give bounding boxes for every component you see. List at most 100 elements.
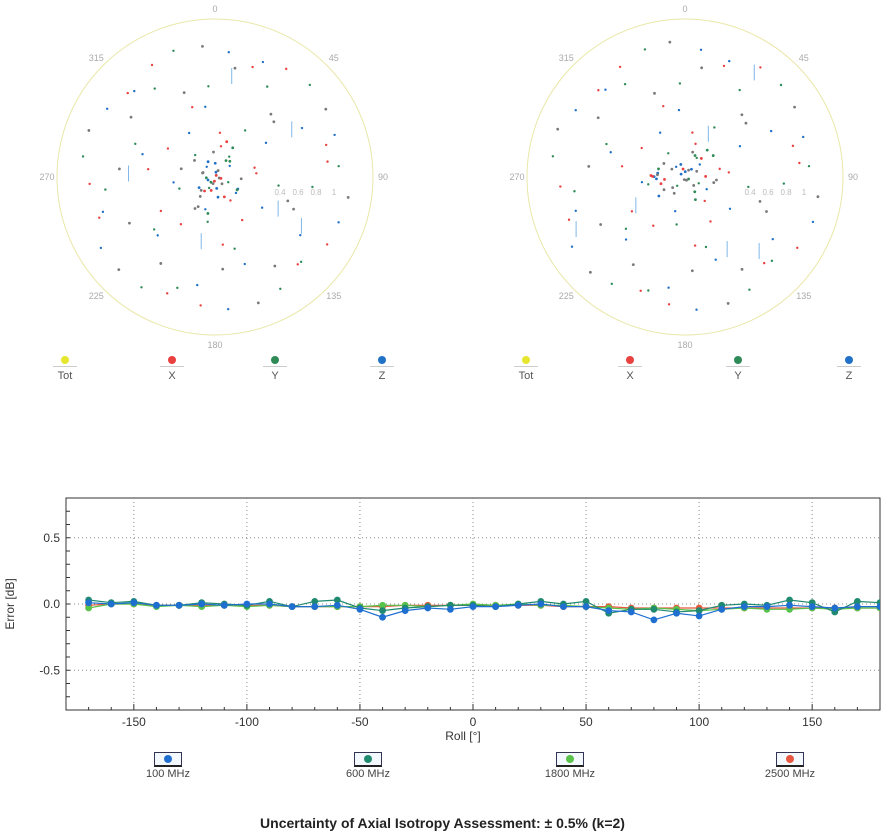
polar-angle-label: 270 [509, 172, 524, 182]
polar-point [273, 264, 277, 268]
polar-petal [98, 147, 244, 295]
polar-point [668, 40, 672, 44]
polar-point [117, 268, 121, 272]
polar-point [206, 160, 210, 164]
polar-point [260, 206, 264, 209]
polar-point [209, 180, 213, 184]
polar-point [324, 107, 328, 111]
polar-petal [596, 40, 744, 190]
polar-point [691, 150, 695, 154]
legend-label: Tot [518, 370, 534, 382]
polar-point [599, 223, 603, 226]
polar-point [159, 262, 163, 265]
polar-angle-label: 225 [89, 291, 104, 301]
polar-outer-ring [56, 18, 374, 336]
polar-point [672, 191, 676, 195]
polar-point [658, 131, 662, 134]
polar-point [128, 221, 131, 225]
x-tick-label: 0 [470, 715, 477, 729]
data-point [808, 603, 816, 611]
polar-legend-right: Tot X Y Z [440, 356, 885, 392]
polar-radial-label: 0.6 [762, 188, 774, 197]
data-point [288, 603, 296, 611]
polar-point [699, 157, 703, 160]
legend-item-x: X [610, 356, 650, 382]
legend-marker-icon [734, 356, 742, 364]
polar-radial-label: 0.8 [780, 188, 792, 197]
legend-line [618, 366, 642, 367]
polar-point [623, 83, 627, 86]
legend-item-y: Y [718, 356, 758, 382]
x-tick-label: -150 [122, 715, 146, 729]
polar-point [679, 172, 683, 176]
polar-point [663, 177, 666, 181]
legend-item-2500-mhz: 2500 MHz [750, 752, 830, 780]
polar-point [207, 85, 210, 88]
polar-plot-right: 0 45 90 135 180 225 270 315 0.4 0.6 0.8 1 [509, 5, 858, 350]
polar-point [197, 186, 201, 190]
polar-point [172, 181, 175, 184]
polar-point [703, 199, 706, 203]
polar-point [693, 244, 697, 247]
polar-point [326, 160, 329, 163]
data-point [650, 616, 658, 624]
polar-point [640, 146, 643, 150]
data-point [853, 603, 861, 611]
polar-point [141, 153, 144, 156]
polar-point [206, 178, 210, 182]
polar-petal [624, 163, 774, 311]
data-point [311, 597, 319, 605]
polar-point [690, 269, 694, 273]
polar-point [243, 129, 247, 132]
polar-point [213, 179, 216, 183]
polar-point [233, 66, 237, 70]
polar-point [159, 209, 163, 213]
x-tick-label: -50 [351, 715, 369, 729]
legend-label: 600 MHz [345, 768, 391, 780]
polar-point [204, 176, 208, 180]
polar-point [652, 224, 655, 227]
polar-point [152, 228, 156, 231]
polar-point [770, 259, 774, 263]
polar-point [220, 182, 224, 186]
data-point [831, 604, 839, 612]
x-tick-label: 100 [689, 715, 709, 729]
legend-marker-icon [168, 356, 176, 364]
polar-point [779, 83, 783, 87]
polar-point [299, 260, 303, 264]
polar-point [718, 167, 721, 171]
polar-point [653, 91, 656, 95]
polar-point [551, 155, 555, 158]
legend-label: 100 MHz [145, 768, 191, 780]
polar-point [134, 142, 137, 146]
polar-point [206, 212, 210, 215]
polar-point [687, 177, 690, 181]
polar-point [782, 182, 786, 185]
polar-petal [156, 164, 302, 311]
polar-point [182, 91, 186, 95]
legend-marker-icon [271, 356, 279, 364]
polar-point [667, 303, 671, 306]
polar-point [699, 48, 703, 51]
polar-plot-left: 0 45 90 135 180 225 270 315 0.4 0.6 0.8 1 [39, 5, 388, 350]
polar-angle-label: 45 [329, 53, 339, 63]
polar-point [129, 115, 133, 119]
polar-point [722, 64, 726, 68]
data-point [786, 601, 793, 609]
polar-point [758, 199, 762, 203]
polar-point [709, 220, 712, 223]
polar-point [811, 220, 815, 224]
polar-point [203, 189, 206, 193]
polar-point [269, 112, 273, 116]
legend-label: Z [845, 370, 853, 382]
polar-point [671, 186, 675, 190]
data-point [446, 605, 454, 613]
polar-point [667, 286, 670, 289]
polar-point [762, 261, 766, 265]
legend-marker-icon [378, 356, 386, 364]
polar-point [631, 263, 635, 267]
polar-point [705, 148, 709, 152]
uncertainty-footer: Uncertainty of Axial Isotropy Assessment… [260, 815, 625, 831]
data-point [763, 603, 771, 611]
polar-point [667, 152, 670, 155]
